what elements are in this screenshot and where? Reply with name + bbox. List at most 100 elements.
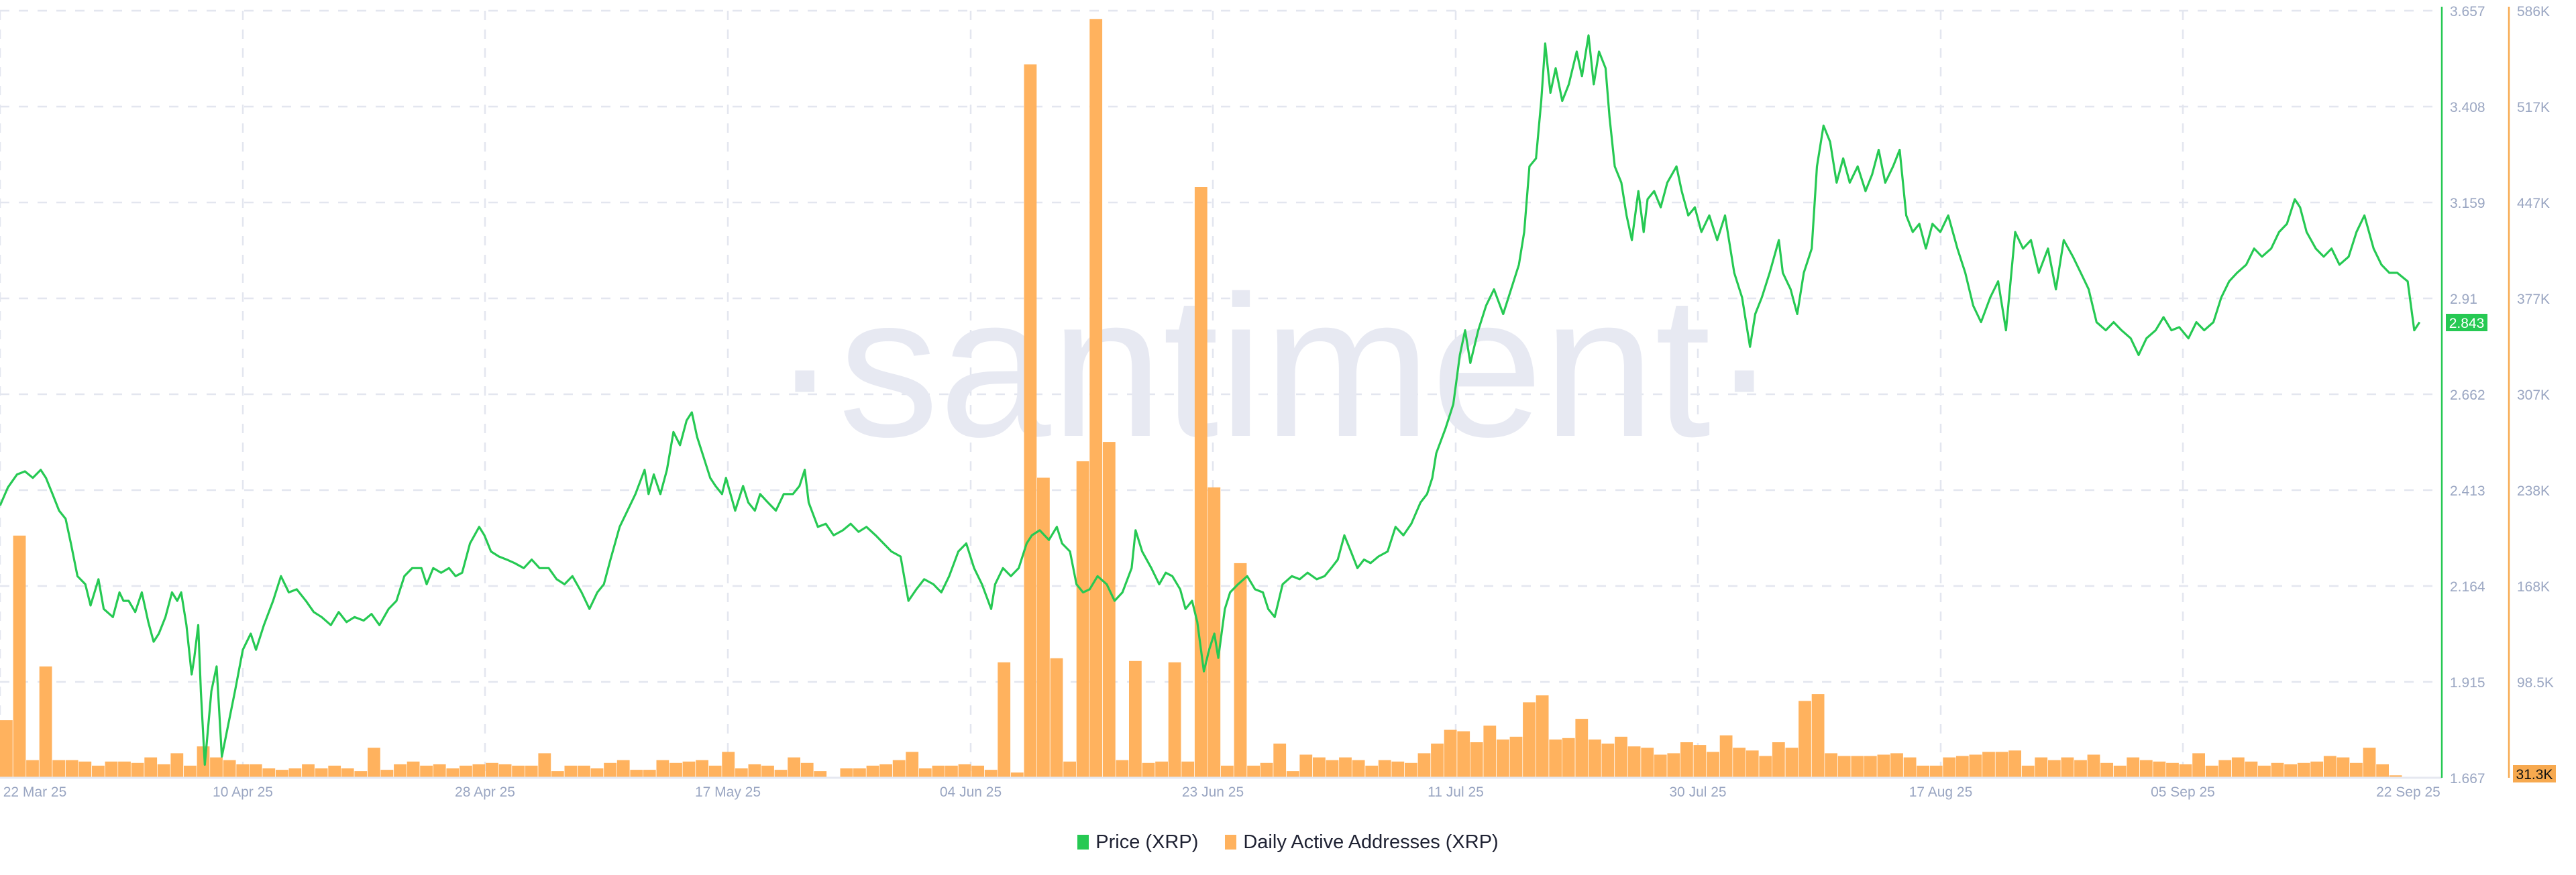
daa-bar[interactable] xyxy=(1746,750,1759,778)
daa-bar[interactable] xyxy=(1799,701,1811,778)
daa-bar[interactable] xyxy=(1562,738,1575,778)
daa-bar[interactable] xyxy=(1982,752,1995,778)
daa-bar[interactable] xyxy=(1654,754,1667,778)
daa-bar[interactable] xyxy=(1247,765,1260,778)
daa-bar[interactable] xyxy=(1313,757,1326,778)
daa-bar[interactable] xyxy=(118,761,131,778)
daa-bar[interactable] xyxy=(1680,742,1693,778)
daa-bar[interactable] xyxy=(1864,756,1877,778)
daa-bar[interactable] xyxy=(578,765,590,778)
daa-bar[interactable] xyxy=(2087,754,2100,778)
daa-bar[interactable] xyxy=(2245,761,2258,778)
daa-bar[interactable] xyxy=(1299,754,1313,778)
daa-bar[interactable] xyxy=(498,764,512,778)
daa-bar[interactable] xyxy=(1076,461,1089,778)
daa-bar[interactable] xyxy=(1391,761,1405,778)
daa-bar[interactable] xyxy=(1221,765,1234,778)
daa-bar[interactable] xyxy=(1890,753,1903,778)
daa-bar[interactable] xyxy=(525,765,538,778)
daa-bar[interactable] xyxy=(1693,745,1707,778)
daa-bar[interactable] xyxy=(2297,762,2310,778)
daa-bar[interactable] xyxy=(1772,742,1785,778)
daa-bar[interactable] xyxy=(420,765,433,778)
daa-bar[interactable] xyxy=(1168,662,1181,778)
daa-bar[interactable] xyxy=(1010,772,1024,778)
daa-bar[interactable] xyxy=(643,770,656,778)
daa-bar[interactable] xyxy=(2350,762,2363,778)
daa-bar[interactable] xyxy=(814,771,827,778)
daa-bar[interactable] xyxy=(1929,765,1943,778)
daa-bar[interactable] xyxy=(1707,752,1719,778)
daa-bar[interactable] xyxy=(918,768,932,778)
daa-bar[interactable] xyxy=(2323,756,2337,778)
daa-bar[interactable] xyxy=(1102,442,1116,778)
daa-bar[interactable] xyxy=(1444,730,1457,778)
daa-bar[interactable] xyxy=(696,760,708,778)
daa-bar[interactable] xyxy=(538,753,551,778)
daa-bar[interactable] xyxy=(262,768,276,778)
daa-bar[interactable] xyxy=(2284,764,2297,778)
daa-bar[interactable] xyxy=(288,768,302,778)
daa-bar[interactable] xyxy=(1326,760,1339,778)
daa-bar[interactable] xyxy=(26,760,39,778)
price-line[interactable] xyxy=(0,34,2421,766)
daa-bar[interactable] xyxy=(2363,748,2376,778)
daa-bar[interactable] xyxy=(1339,757,1352,778)
legend-item-price[interactable]: Price (XRP) xyxy=(1077,831,1198,854)
daa-bar[interactable] xyxy=(2127,757,2140,778)
daa-bar[interactable] xyxy=(170,753,184,778)
daa-bar[interactable] xyxy=(748,764,761,778)
daa-bar[interactable] xyxy=(1785,748,1799,778)
daa-bar[interactable] xyxy=(971,765,984,778)
daa-bar[interactable] xyxy=(2271,762,2284,778)
daa-bar[interactable] xyxy=(1208,487,1221,778)
daa-bar[interactable] xyxy=(39,666,52,778)
daa-bar[interactable] xyxy=(2047,760,2061,778)
daa-bar[interactable] xyxy=(2205,765,2218,778)
daa-bar[interactable] xyxy=(2166,762,2179,778)
daa-bar[interactable] xyxy=(1969,754,1982,778)
daa-bar[interactable] xyxy=(1995,752,2008,778)
daa-bar[interactable] xyxy=(2218,760,2232,778)
daa-bar[interactable] xyxy=(354,771,368,778)
daa-bar[interactable] xyxy=(1851,756,1864,778)
daa-bar[interactable] xyxy=(460,765,472,778)
daa-bar[interactable] xyxy=(984,770,998,778)
daa-bar[interactable] xyxy=(840,768,853,778)
daa-bar[interactable] xyxy=(1024,64,1037,778)
daa-bar[interactable] xyxy=(2008,750,2021,778)
daa-bar[interactable] xyxy=(761,765,774,778)
daa-bar[interactable] xyxy=(1523,702,1536,778)
daa-bar[interactable] xyxy=(2074,760,2087,778)
daa-bar[interactable] xyxy=(1917,765,1929,778)
daa-bar[interactable] xyxy=(906,752,919,778)
daa-bar[interactable] xyxy=(78,761,92,778)
daa-bar[interactable] xyxy=(1063,761,1076,778)
daa-bar[interactable] xyxy=(708,765,722,778)
daa-bar[interactable] xyxy=(1811,694,1825,778)
daa-bar[interactable] xyxy=(1601,744,1615,778)
daa-bar[interactable] xyxy=(1365,765,1379,778)
daa-bar[interactable] xyxy=(2337,757,2350,778)
daa-bar[interactable] xyxy=(328,765,341,778)
daa-bar[interactable] xyxy=(1457,731,1470,778)
daa-bar[interactable] xyxy=(2179,764,2192,778)
daa-bar[interactable] xyxy=(433,764,446,778)
daa-bar[interactable] xyxy=(1955,756,1969,778)
daa-bar[interactable] xyxy=(1116,760,1129,778)
daa-bar[interactable] xyxy=(486,762,498,778)
daa-bar[interactable] xyxy=(1641,748,1654,778)
daa-bar[interactable] xyxy=(564,765,578,778)
daa-bar[interactable] xyxy=(2153,761,2166,778)
daa-bar[interactable] xyxy=(52,760,66,778)
daa-bar[interactable] xyxy=(1733,748,1746,778)
daa-bar[interactable] xyxy=(1142,762,1155,778)
daa-bar[interactable] xyxy=(341,768,354,778)
daa-bar[interactable] xyxy=(2310,761,2324,778)
daa-bar[interactable] xyxy=(1549,739,1562,778)
daa-bar[interactable] xyxy=(65,760,78,778)
daa-bar[interactable] xyxy=(1470,742,1483,778)
daa-bar[interactable] xyxy=(2021,765,2035,778)
daa-bar[interactable] xyxy=(223,760,236,778)
